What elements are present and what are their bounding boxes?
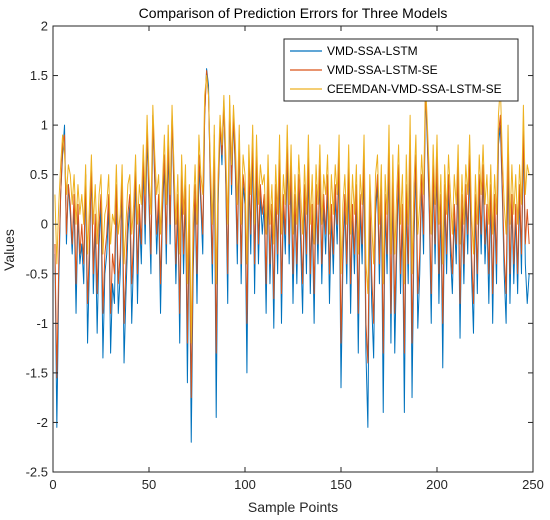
legend-box — [283, 38, 519, 102]
y-tick-label: 2 — [41, 19, 48, 34]
y-tick-label: 1.5 — [30, 68, 48, 83]
series-layer — [54, 68, 530, 443]
x-axis-title: Sample Points — [248, 499, 338, 515]
y-tick-label: 0.5 — [30, 167, 48, 182]
x-tick-label: 250 — [522, 477, 544, 492]
series-line-2 — [54, 70, 530, 399]
y-tick-label: 0 — [41, 217, 48, 232]
x-tick-label: 0 — [49, 477, 56, 492]
y-tick-label: -1 — [36, 316, 48, 331]
y-tick-label: -2.5 — [26, 465, 48, 480]
y-axis-title: Values — [1, 229, 17, 271]
series-line-3 — [54, 75, 530, 344]
plot-frame — [52, 25, 534, 473]
x-tick-label: 150 — [330, 477, 352, 492]
legend-label-2: VMD-SSA-LSTM-SE — [327, 63, 438, 77]
y-tick-label: -1.5 — [26, 365, 48, 380]
x-tick-label: 50 — [142, 477, 156, 492]
x-tick-label: 100 — [234, 477, 256, 492]
y-tick-label: -0.5 — [26, 266, 48, 281]
x-tick-label: 200 — [426, 477, 448, 492]
y-tick-label: 1 — [41, 118, 48, 133]
chart-title: Comparison of Prediction Errors for Thre… — [139, 5, 448, 21]
axis-layer: 0 50 100 150 200 250 -2.5 -2 -1.5 -1 -0.5 0 0.5 1 1.5 2 — [26, 19, 544, 493]
y-tick-label: -2 — [36, 415, 48, 430]
legend: VMD-SSA-LSTM VMD-SSA-LSTM-SE CEEMDAN-VMD-S… — [283, 38, 519, 102]
legend-label-3: CEEMDAN-VMD-SSA-LSTM-SE — [327, 82, 502, 96]
legend-label-1: VMD-SSA-LSTM — [327, 44, 418, 58]
